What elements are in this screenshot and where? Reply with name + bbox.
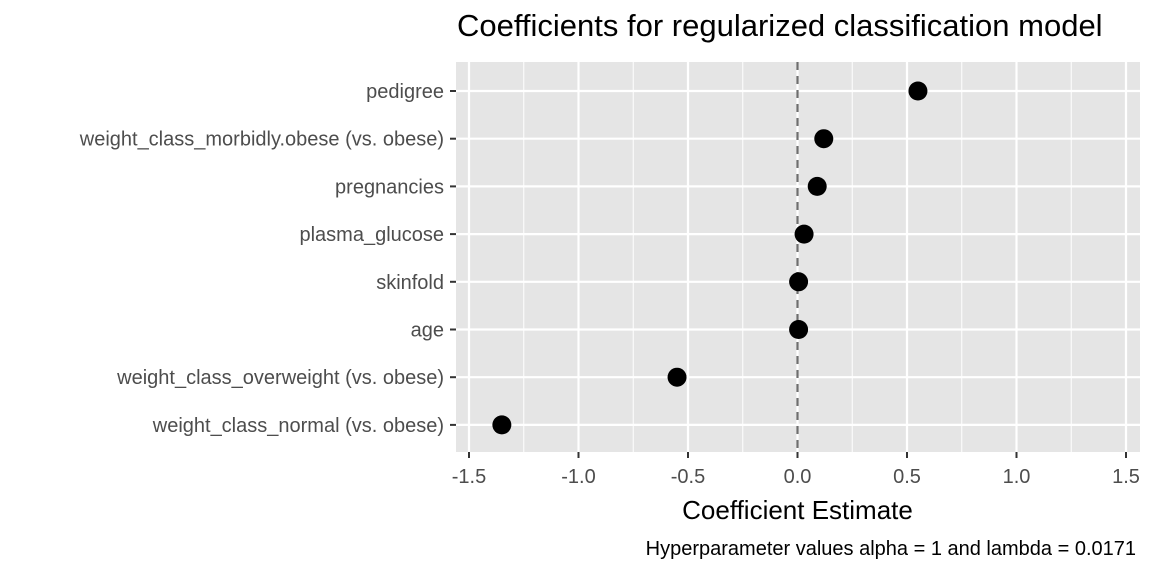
x-tick-label: -0.5 [671,466,705,488]
y-tick-label: age [411,320,444,342]
y-tick-label: skinfold [376,272,444,294]
x-tick-label: 1.5 [1112,466,1140,488]
x-tick-label: -1.0 [561,466,595,488]
data-point [908,81,928,101]
data-point [667,367,687,387]
y-tick-label: weight_class_morbidly.obese (vs. obese) [79,129,444,151]
data-point [794,224,814,244]
x-tick-label: 0.5 [893,466,921,488]
chart-caption: Hyperparameter values alpha = 1 and lamb… [645,538,1136,560]
x-tick-label: 0.0 [784,466,812,488]
x-tick-label: -1.5 [452,466,486,488]
x-axis-title: Coefficient Estimate [682,495,913,525]
y-tick-label: pregnancies [335,176,444,198]
chart-title: Coefficients for regularized classificat… [457,8,1103,43]
y-tick-label: weight_class_overweight (vs. obese) [116,367,444,389]
y-tick-label: weight_class_normal (vs. obese) [152,415,444,437]
x-tick-label: 1.0 [1003,466,1031,488]
data-point [789,272,809,292]
data-point [492,415,512,435]
y-tick-label: plasma_glucose [299,224,444,246]
y-tick-label: pedigree [366,81,444,103]
data-point [789,320,809,339]
data-point [807,176,827,196]
data-point [814,129,834,149]
